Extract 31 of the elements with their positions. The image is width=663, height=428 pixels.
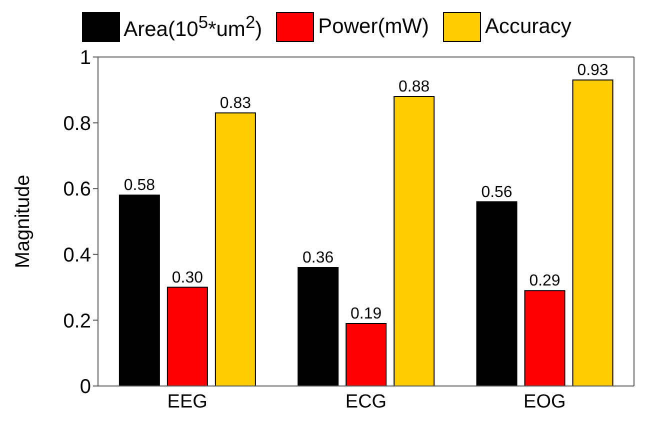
y-axis-title: Magnitude (12, 174, 34, 268)
data-label: 0.36 (302, 250, 334, 267)
data-label: 0.88 (398, 78, 430, 96)
bar (476, 201, 518, 386)
y-tick-label: 0 (80, 376, 91, 398)
x-tick-label: EEG (167, 391, 208, 412)
data-label: 0.30 (172, 269, 204, 286)
data-label: 0.56 (481, 184, 512, 201)
data-label: 0.19 (350, 305, 382, 322)
data-label: 0.58 (124, 177, 156, 194)
bar (572, 80, 614, 386)
x-tick-label: ECG (345, 391, 387, 412)
legend-label: Power(mW) (318, 15, 429, 39)
bar (524, 290, 566, 386)
y-tick-label: 0.8 (63, 112, 91, 135)
bar (346, 322, 387, 386)
bar (298, 267, 339, 386)
data-label: 0.29 (529, 272, 560, 290)
y-tick-label: 0.2 (63, 310, 91, 332)
y-tick-label: 1 (80, 47, 91, 70)
bar (166, 286, 208, 386)
y-tick-label: 0.6 (63, 178, 91, 201)
bar (214, 112, 256, 386)
legend-label: Area(10$^{5}$*um$^{2}$) (124, 12, 262, 42)
bar (118, 194, 160, 386)
legend-label: Accuracy (485, 15, 572, 39)
x-tick-label: EOG (524, 391, 566, 412)
data-label: 0.93 (577, 62, 608, 80)
y-tick-label: 0.4 (63, 244, 91, 266)
data-label: 0.83 (220, 94, 252, 112)
bar (394, 96, 435, 386)
